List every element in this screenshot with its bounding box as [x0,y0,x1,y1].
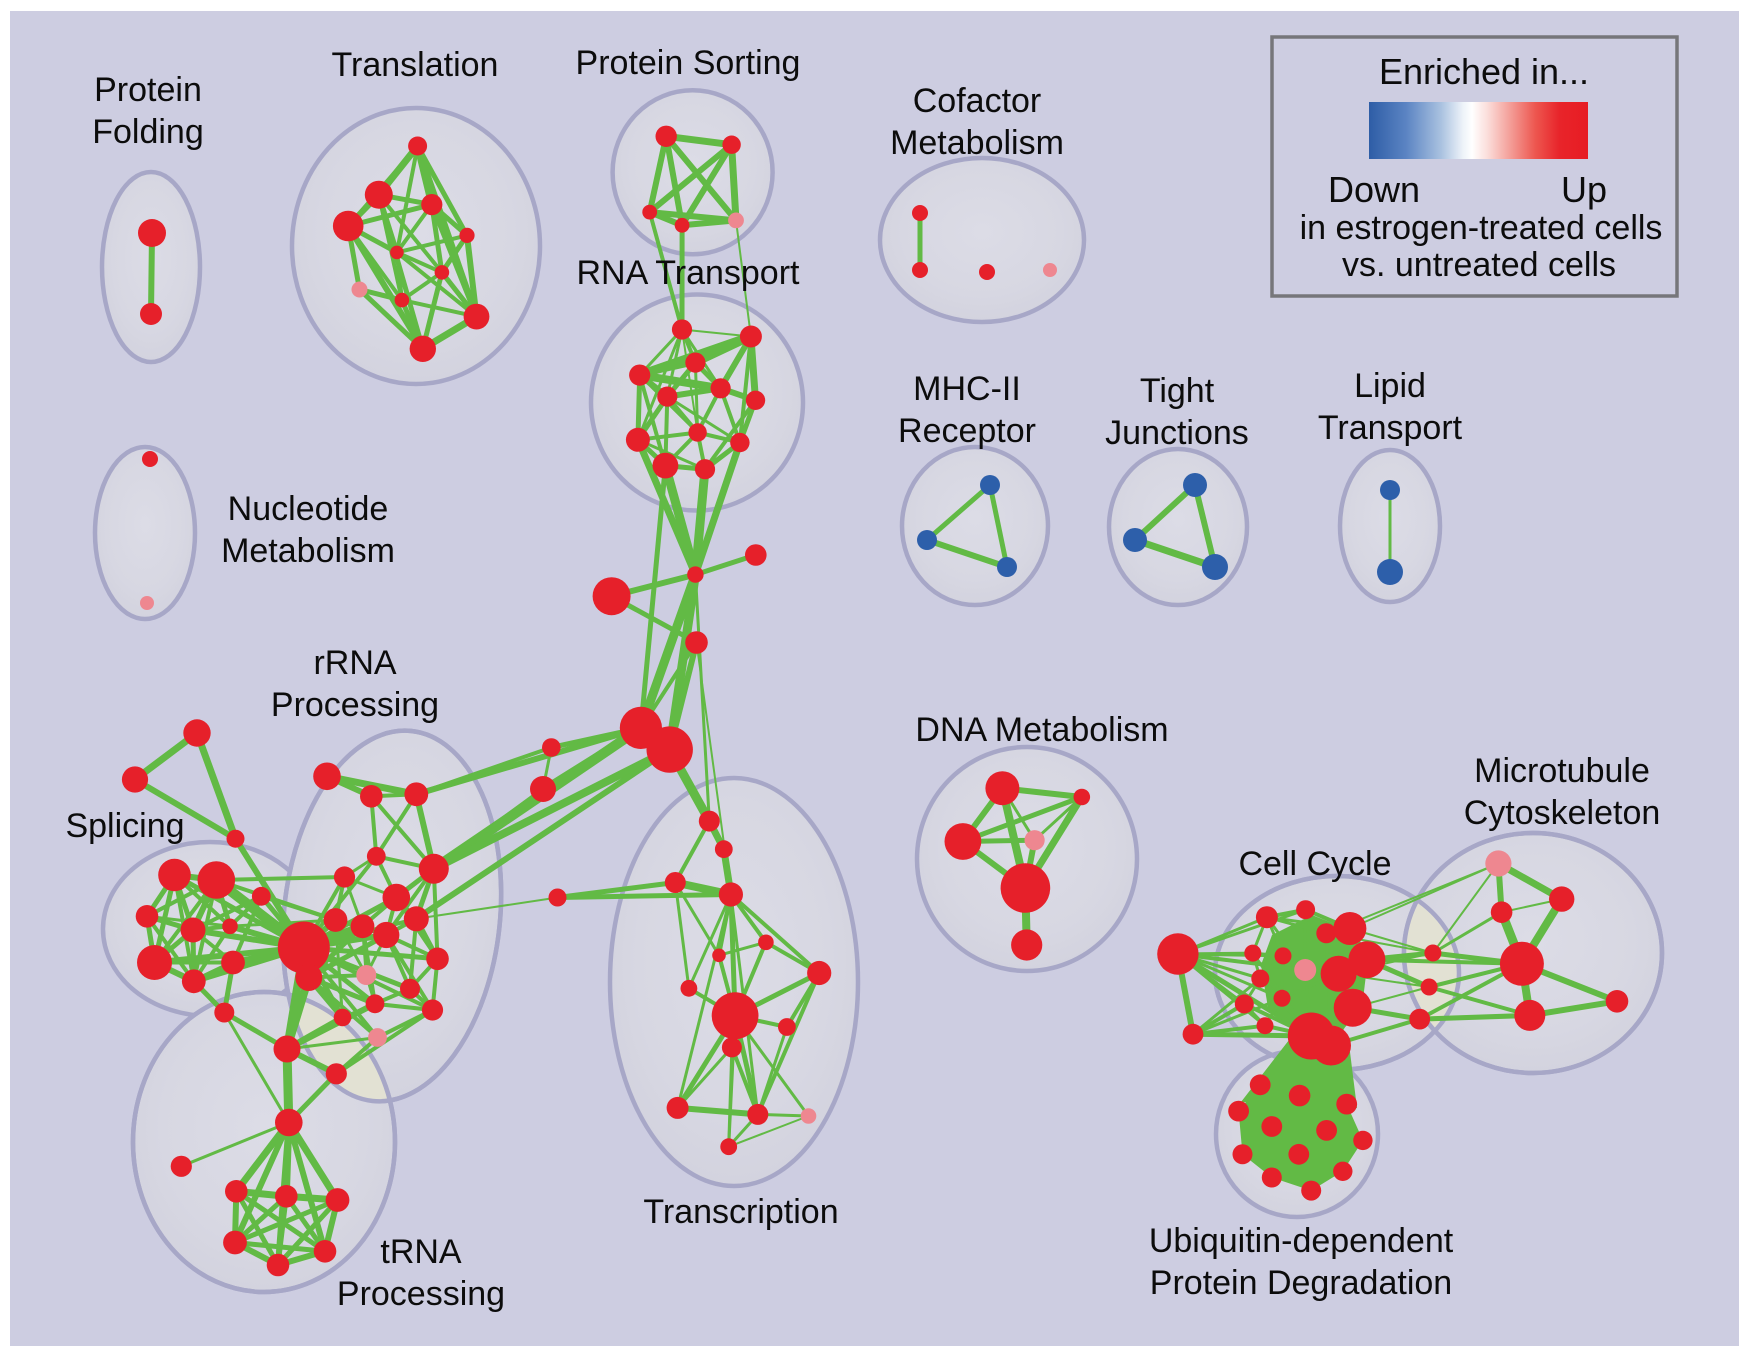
svg-text:DNA Metabolism: DNA Metabolism [915,711,1168,749]
svg-text:Nucleotide: Nucleotide [228,490,389,528]
svg-text:Ubiquitin-dependent: Ubiquitin-dependent [1149,1222,1454,1260]
svg-text:Cytoskeleton: Cytoskeleton [1464,794,1661,832]
svg-text:Protein: Protein [94,71,202,109]
svg-text:Metabolism: Metabolism [890,124,1064,162]
svg-text:tRNA: tRNA [380,1233,462,1271]
svg-text:Metabolism: Metabolism [221,532,395,570]
svg-text:Processing: Processing [337,1275,505,1313]
svg-text:vs. untreated cells: vs. untreated cells [1342,246,1616,284]
svg-text:Cofactor: Cofactor [913,82,1042,120]
svg-text:Protein Degradation: Protein Degradation [1150,1264,1452,1302]
svg-text:Folding: Folding [92,113,204,151]
svg-text:Up: Up [1561,169,1607,210]
svg-text:Transcription: Transcription [643,1193,838,1231]
svg-text:Processing: Processing [271,686,439,724]
svg-text:Translation: Translation [332,46,499,84]
svg-text:Microtubule: Microtubule [1474,752,1650,790]
svg-text:Enriched in...: Enriched in... [1379,51,1589,92]
svg-text:Splicing: Splicing [65,807,184,845]
svg-text:MHC-II: MHC-II [913,370,1021,408]
svg-text:RNA Transport: RNA Transport [577,254,801,292]
svg-text:Transport: Transport [1318,409,1463,447]
svg-text:Tight: Tight [1140,372,1215,410]
svg-text:Receptor: Receptor [898,412,1036,450]
svg-text:Down: Down [1328,169,1420,210]
svg-text:Protein Sorting: Protein Sorting [576,44,801,82]
svg-text:rRNA: rRNA [313,644,396,682]
svg-text:Junctions: Junctions [1105,414,1249,452]
svg-text:Lipid: Lipid [1354,367,1426,405]
svg-text:Cell Cycle: Cell Cycle [1238,845,1391,883]
svg-text:in estrogen-treated cells: in estrogen-treated cells [1300,209,1663,247]
